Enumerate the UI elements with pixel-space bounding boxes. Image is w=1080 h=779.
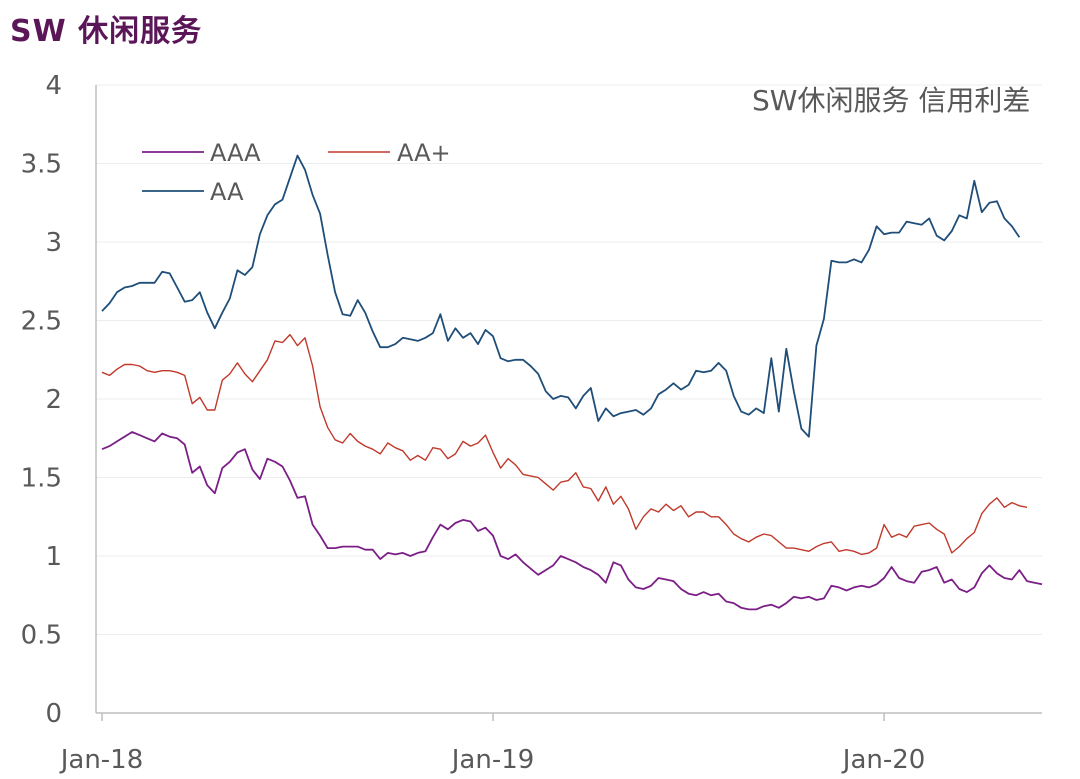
y-tick-label: 4: [45, 71, 62, 101]
x-tick-label: Jan-20: [841, 745, 926, 775]
y-axis-tick-labels: 0 0.5 1 1.5 2 2.5 3 3.5 4: [21, 71, 62, 729]
series-lines: [101, 154, 1043, 611]
y-tick-label: 1: [45, 542, 62, 572]
legend: AAA AA+ AA: [142, 139, 451, 206]
x-tick-label: Jan-18: [59, 745, 144, 775]
grid-lines: [96, 84, 1042, 635]
series-line-aa-plus: [101, 333, 1028, 556]
y-tick-label: 2.5: [21, 307, 62, 337]
x-tick-label: Jan-19: [450, 745, 535, 775]
chart-title: SW休闲服务 信用利差: [752, 84, 1030, 117]
axes: [95, 85, 1042, 721]
page-title: SW 休闲服务: [10, 14, 203, 49]
y-tick-label: 2: [45, 385, 62, 415]
y-tick-label: 3: [45, 228, 62, 258]
y-tick-label: 0.5: [21, 621, 62, 651]
legend-label: AA+: [397, 139, 451, 167]
legend-label: AA: [210, 178, 244, 206]
y-tick-label: 3.5: [21, 150, 62, 180]
legend-label: AAA: [210, 139, 261, 167]
x-axis-tick-labels: Jan-18 Jan-19 Jan-20: [59, 745, 926, 775]
series-line-aaa: [101, 431, 1043, 611]
y-tick-label: 0: [45, 699, 62, 729]
series-line-aa: [101, 154, 1021, 438]
y-tick-label: 1.5: [21, 464, 62, 494]
